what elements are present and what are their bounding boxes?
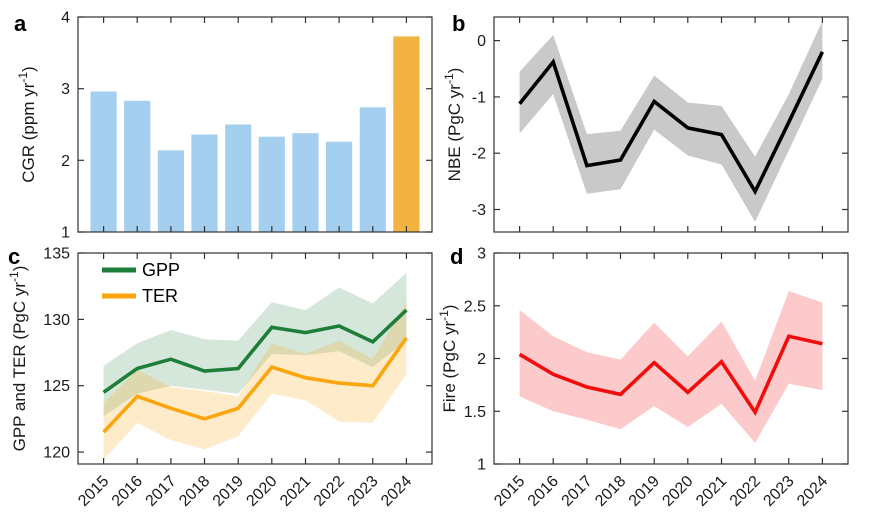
bar-2019: [225, 124, 252, 232]
ytick-label-135: 135: [43, 246, 70, 263]
ytick-label--1: -1: [472, 89, 486, 106]
fire-uncertainty-band: [519, 291, 823, 443]
xtick-label-2024: 2024: [378, 473, 415, 510]
y-axis-label-close: ): [445, 68, 464, 74]
panel-letter-b: b: [452, 11, 465, 36]
y-axis-label-main: GPP and TER (PgC yr: [10, 282, 29, 452]
y-axis-label-close: ): [10, 266, 29, 272]
xtick-label-2015: 2015: [75, 473, 112, 510]
y-axis-label-main: NBE (PgC yr: [445, 84, 464, 182]
gpp-uncertainty-band: [103, 272, 407, 417]
xtick-label-2019: 2019: [210, 473, 247, 510]
y-axis-label-main: Fire (PgC yr: [440, 321, 459, 413]
xtick-label-2018: 2018: [176, 473, 213, 510]
panel-letter-a: a: [14, 11, 27, 36]
ytick-label-3: 3: [477, 246, 486, 263]
xtick-label-2022: 2022: [727, 473, 764, 510]
nbe-uncertainty-band: [519, 20, 823, 222]
ytick-label--3: -3: [472, 202, 486, 219]
y-axis-label: NBE (PgC yr-1): [442, 68, 464, 182]
ytick-label-3: 3: [61, 81, 70, 98]
ytick-label-125: 125: [43, 378, 70, 395]
ytick-label-2: 2: [61, 153, 70, 170]
bar-2020: [258, 136, 285, 232]
ytick-label-2: 2: [477, 351, 486, 368]
ytick-label-120: 120: [43, 445, 70, 462]
legend-label-ter: TER: [142, 286, 178, 306]
bar-2015: [90, 91, 117, 232]
xtick-label-2020: 2020: [243, 473, 280, 510]
panel-d: 1 1.5 2 2.5 3 Fire (PgC yr-1) 2015201620172018…: [437, 244, 849, 510]
y-axis-label: Fire (PgC yr-1): [437, 305, 459, 413]
gpp-line: [102, 308, 408, 394]
bar-2022: [326, 141, 353, 232]
ytick-label-130: 130: [43, 312, 70, 329]
panel-letter-d: d: [450, 244, 463, 269]
y-axis-label: GPP and TER (PgC yr-1): [7, 266, 29, 452]
ytick-label-4: 4: [61, 10, 70, 27]
y-axis-label-close: ): [19, 66, 38, 72]
fire-line: [518, 334, 823, 417]
ter-uncertainty-band: [103, 302, 407, 460]
xtick-label-2023: 2023: [760, 473, 797, 510]
xtick-label-2018: 2018: [592, 473, 629, 510]
panel-letter-c: c: [8, 244, 20, 269]
axes-box: [77, 16, 433, 233]
bar-2017: [157, 150, 184, 232]
ytick-label-0: 0: [477, 33, 486, 50]
ytick-label-2.5: 2.5: [464, 298, 486, 315]
axes-box: [493, 16, 849, 233]
nbe-line: [518, 51, 825, 196]
bar-2024: [393, 36, 420, 233]
xtick-label-2015: 2015: [491, 473, 528, 510]
bar-2018: [191, 134, 218, 232]
xtick-label-2019: 2019: [626, 473, 663, 510]
y-axis-label-close: ): [440, 305, 459, 311]
bar-2016: [124, 100, 151, 232]
y-axis-label-sup: -1: [442, 73, 456, 84]
xtick-label-2016: 2016: [525, 473, 562, 510]
ytick-label-1.5: 1.5: [464, 404, 486, 421]
bar-2023: [359, 107, 386, 232]
panel-a: 1 2 3 4 CGR (ppm yr-1) a: [14, 10, 433, 242]
xtick-label-2022: 2022: [311, 473, 348, 510]
y-axis-label: CGR (ppm yr-1): [16, 66, 38, 182]
ytick-label-1: 1: [477, 457, 486, 474]
y-axis-label-main: CGR (ppm yr: [19, 82, 38, 182]
xtick-label-2023: 2023: [344, 473, 381, 510]
xtick-label-2016: 2016: [109, 473, 146, 510]
axes-box: [77, 252, 433, 465]
ytick-label-1: 1: [61, 225, 70, 242]
y-axis-label-sup: -1: [437, 310, 451, 321]
legend-label-gpp: GPP: [142, 260, 180, 280]
xtick-label-2021: 2021: [693, 473, 730, 510]
xtick-label-2017: 2017: [559, 473, 596, 510]
xtick-label-2017: 2017: [143, 473, 180, 510]
xtick-label-2024: 2024: [794, 473, 831, 510]
xtick-label-2021: 2021: [277, 473, 314, 510]
y-axis-label-sup: -1: [7, 271, 21, 282]
ter-line: [102, 336, 408, 434]
xtick-label-2020: 2020: [659, 473, 696, 510]
ytick-label--2: -2: [472, 146, 486, 163]
y-axis-label-sup: -1: [16, 72, 30, 83]
bar-2021: [292, 133, 319, 232]
